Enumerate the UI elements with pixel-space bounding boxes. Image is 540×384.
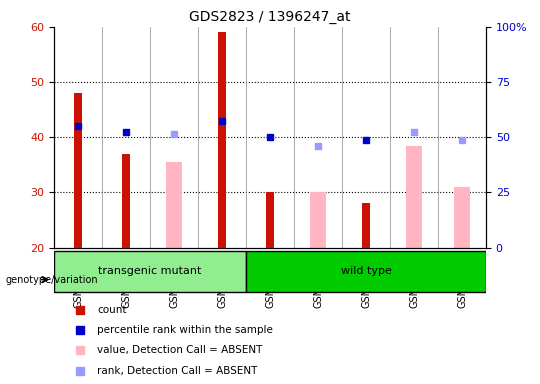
- Bar: [122, 154, 130, 248]
- Text: value, Detection Call = ABSENT: value, Detection Call = ABSENT: [97, 346, 262, 356]
- Text: transgenic mutant: transgenic mutant: [98, 266, 201, 276]
- Text: count: count: [97, 305, 127, 315]
- Bar: [166, 162, 181, 248]
- Bar: [266, 192, 274, 248]
- Bar: [54, 252, 246, 291]
- Bar: [454, 187, 470, 248]
- Bar: [246, 252, 486, 291]
- Bar: [362, 204, 370, 248]
- Text: percentile rank within the sample: percentile rank within the sample: [97, 325, 273, 335]
- Text: rank, Detection Call = ABSENT: rank, Detection Call = ABSENT: [97, 366, 258, 376]
- Bar: [310, 192, 326, 248]
- Bar: [73, 93, 82, 248]
- Text: wild type: wild type: [341, 266, 392, 276]
- Bar: [218, 32, 226, 248]
- Bar: [406, 146, 422, 248]
- Title: GDS2823 / 1396247_at: GDS2823 / 1396247_at: [189, 10, 351, 25]
- Text: genotype/variation: genotype/variation: [5, 275, 98, 285]
